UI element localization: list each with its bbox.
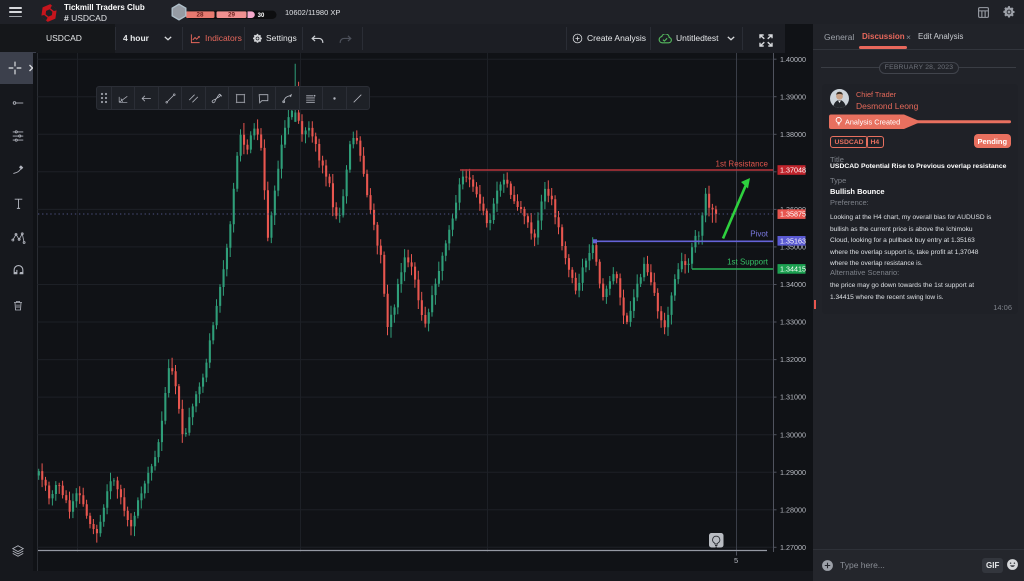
svg-text:1.28000: 1.28000 [780, 505, 806, 514]
svg-text:1.40000: 1.40000 [780, 55, 806, 64]
svg-text:Analysis Created: Analysis Created [845, 117, 900, 126]
svg-text:1.35163: 1.35163 [780, 236, 806, 245]
svg-text:1.31000: 1.31000 [780, 393, 806, 402]
svg-text:5: 5 [734, 556, 738, 565]
svg-text:29: 29 [228, 12, 236, 19]
svg-text:1.38000: 1.38000 [780, 130, 806, 139]
svg-text:1.35000: 1.35000 [780, 243, 806, 252]
svg-text:1.34415: 1.34415 [780, 265, 806, 274]
svg-text:28: 28 [196, 12, 204, 19]
svg-text:1.30000: 1.30000 [780, 430, 806, 439]
svg-text:1st Support: 1st Support [727, 258, 769, 267]
svg-text:Pivot: Pivot [750, 230, 769, 239]
svg-text:1.35875: 1.35875 [780, 210, 806, 219]
svg-text:1.37048: 1.37048 [780, 166, 806, 175]
svg-text:1.27000: 1.27000 [780, 543, 806, 552]
svg-text:1.33000: 1.33000 [780, 318, 806, 327]
svg-text:1.29000: 1.29000 [780, 468, 806, 477]
svg-text:1.34000: 1.34000 [780, 280, 806, 289]
svg-text:30: 30 [258, 13, 265, 19]
svg-text:1st Resistance: 1st Resistance [716, 160, 769, 169]
svg-text:1.39000: 1.39000 [780, 92, 806, 101]
svg-text:1.32000: 1.32000 [780, 355, 806, 364]
